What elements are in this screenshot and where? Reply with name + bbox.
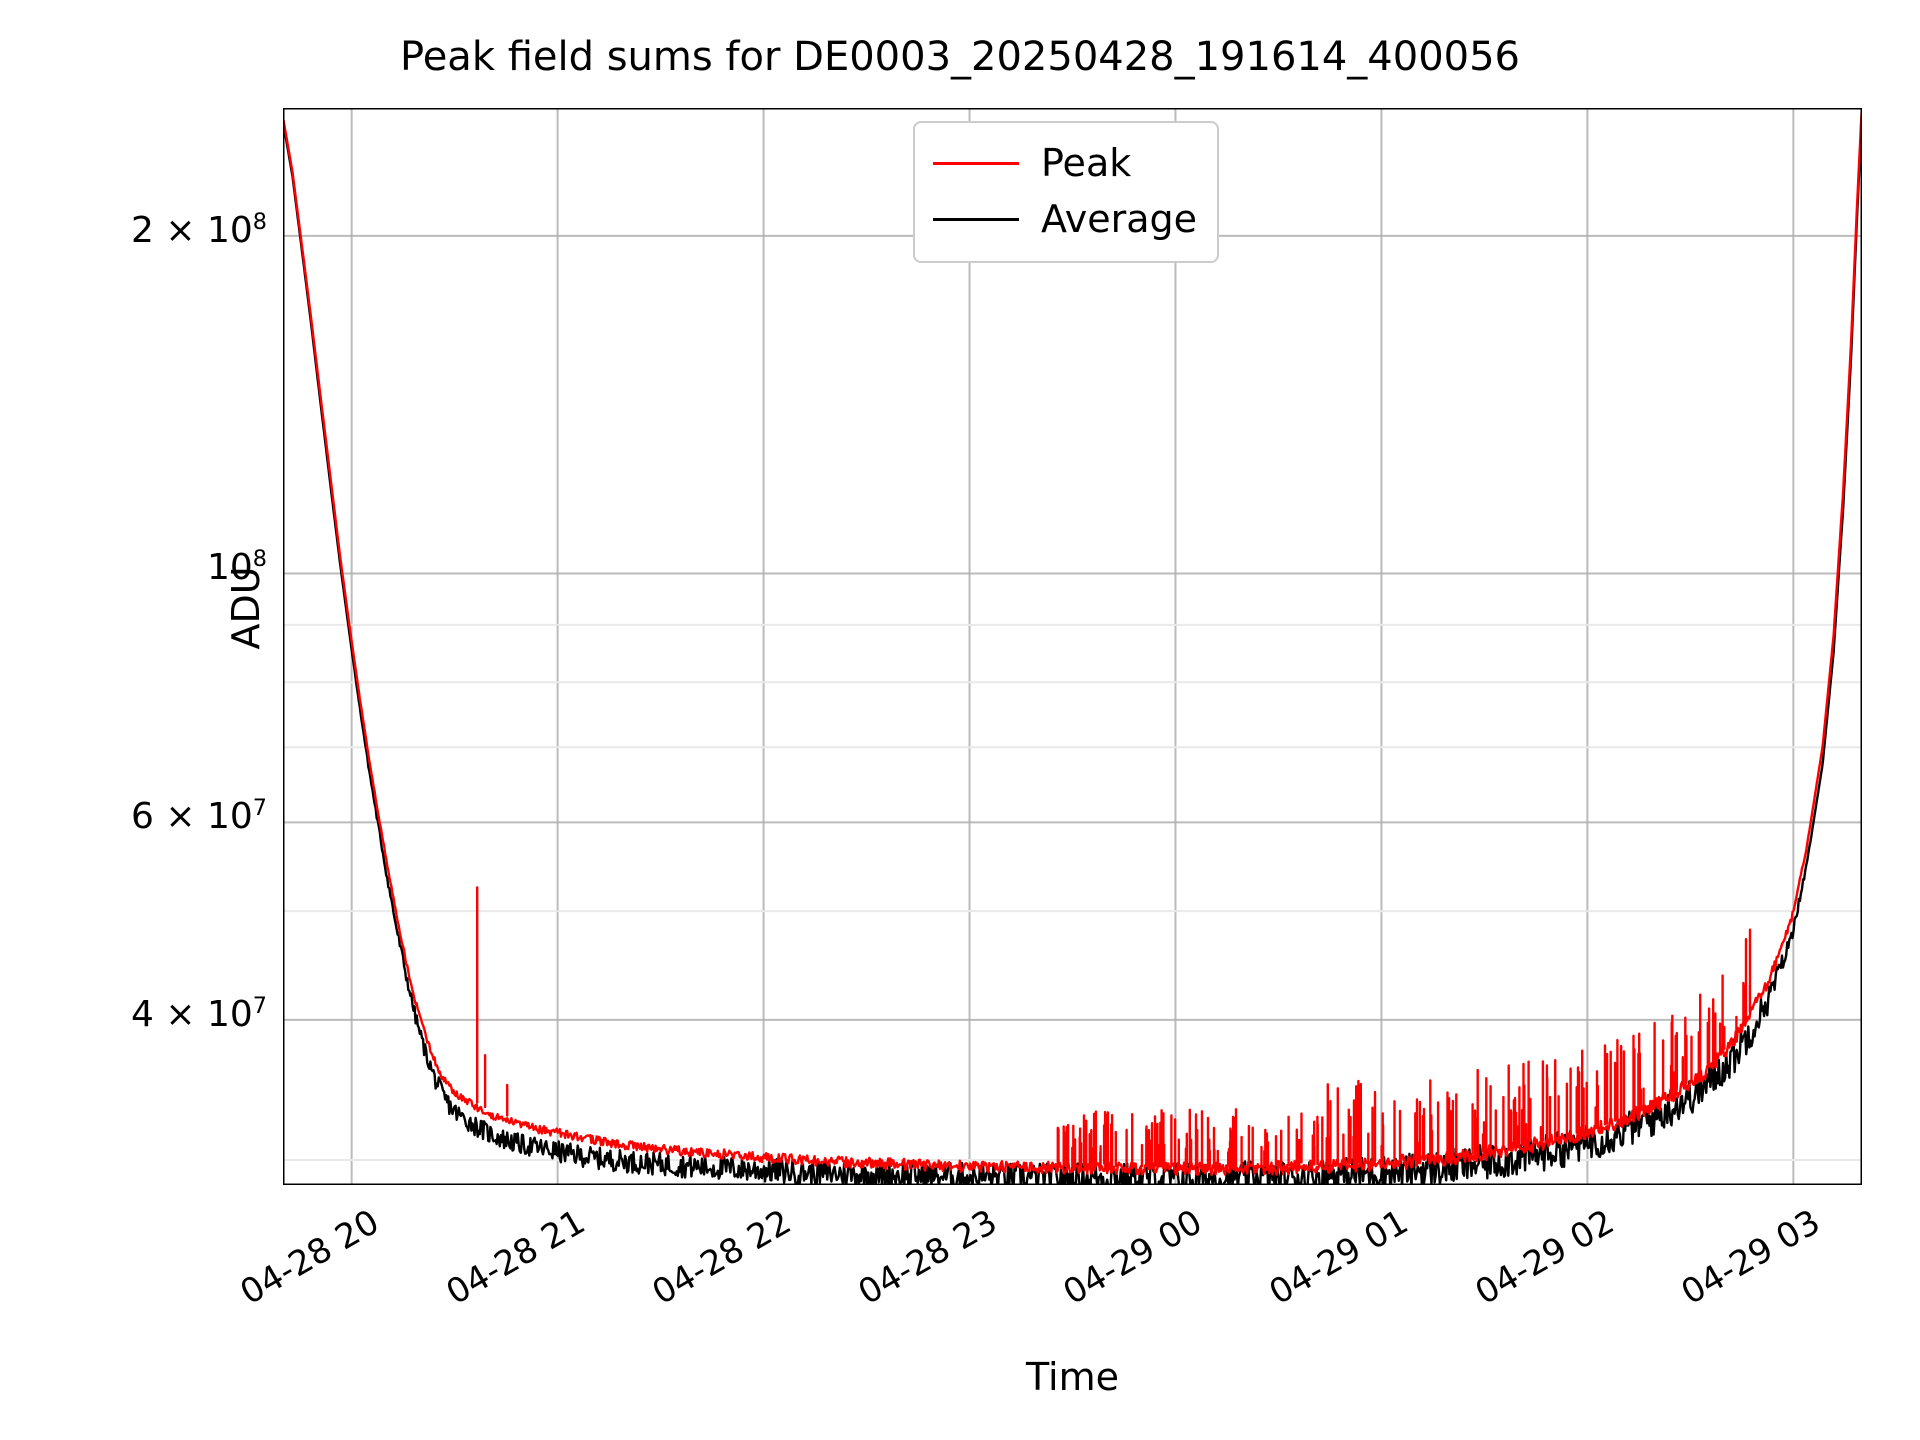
data-series-layer [283, 108, 1862, 1185]
legend-swatch-average [933, 217, 1019, 221]
legend-label-average: Average [1041, 197, 1198, 241]
x-tick-label: 04-29 02 [1468, 1202, 1622, 1314]
x-axis-label: Time [1026, 1355, 1119, 1399]
x-tick-label: 04-28 20 [233, 1202, 386, 1314]
legend-label-peak: Peak [1041, 141, 1132, 185]
x-tick-label: 04-29 01 [1263, 1202, 1416, 1314]
y-tick-label: 108 [206, 546, 267, 589]
x-tick-label: 04-28 21 [439, 1202, 592, 1314]
legend-swatch-peak [933, 161, 1019, 165]
x-tick-label: 04-29 03 [1674, 1202, 1828, 1314]
x-tick-label: 04-28 22 [645, 1202, 798, 1314]
chart-plot-area [283, 108, 1862, 1185]
x-tick-label: 04-29 00 [1057, 1202, 1210, 1314]
x-tick-label: 04-28 23 [851, 1202, 1004, 1314]
plot-background [283, 108, 1862, 1185]
y-tick-label: 2 × 108 [131, 208, 267, 251]
legend-item-average[interactable]: Average [933, 191, 1197, 247]
y-axis-label: ADU [224, 566, 268, 650]
legend-item-peak[interactable]: Peak [933, 135, 1197, 191]
page-title: Peak field sums for DE0003_20250428_1916… [400, 34, 1520, 80]
y-tick-label: 6 × 107 [131, 795, 267, 838]
plot-axes: ADU Time 2 × 108 108 6 × 107 4 × 107 04-28 … [131, 108, 1862, 1399]
y-tick-label: 4 × 107 [131, 992, 267, 1035]
chart-legend[interactable]: Peak Average [913, 121, 1220, 263]
